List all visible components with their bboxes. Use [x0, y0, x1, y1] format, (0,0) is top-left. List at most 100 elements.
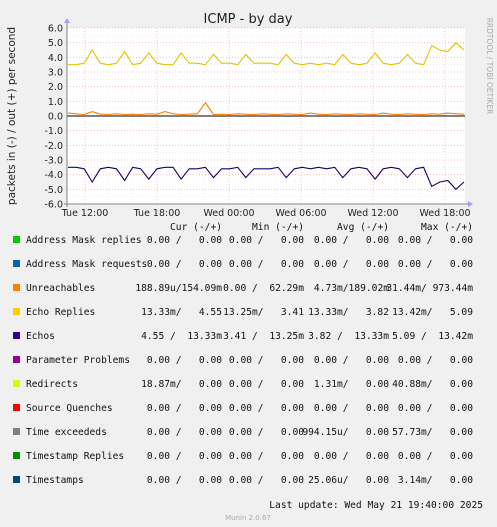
legend-value: 0.00 / 0.00: [398, 451, 473, 462]
y-tick-label: 2.0: [48, 82, 63, 93]
legend-value: 4.73m/189.02m: [314, 283, 389, 294]
legend-value: 4.55 / 13.33m: [141, 331, 222, 342]
x-tick-label: Wed 18:00: [419, 208, 470, 219]
legend-value: 13.33m/ 3.82: [308, 307, 389, 318]
legend-value: 0.00 / 0.00: [314, 259, 389, 270]
legend-value: 13.33m/ 4.55: [141, 307, 222, 318]
y-tick-label: 5.0: [48, 38, 63, 49]
y-tick-label: -5.0: [44, 185, 63, 196]
rrdtool-credit: RRDTOOL / TOBI OETIKER: [485, 18, 494, 115]
legend-value: 5.09 / 13.42m: [392, 331, 473, 342]
series-line-echos: [68, 166, 465, 191]
legend-value: 40.88m/ 0.00: [392, 379, 473, 390]
legend-name: Echo Replies: [26, 307, 95, 318]
y-tick-label: -1.0: [44, 126, 63, 137]
legend-value: 18.87m/ 0.00: [141, 379, 222, 390]
x-axis-arrow: [468, 201, 473, 207]
legend-swatch: [13, 476, 20, 483]
legend-value: 0.00 / 0.00: [398, 259, 473, 270]
legend-value: 0.00 / 0.00: [147, 235, 222, 246]
legend-value: 0.00 / 0.00: [314, 403, 389, 414]
legend-header-1: Min (-/+): [252, 222, 304, 233]
legend-name: Address Mask requests: [26, 259, 147, 270]
legend-name: Unreachables: [26, 283, 95, 294]
legend-value: 0.00 / 0.00: [229, 427, 304, 438]
legend-swatch: [13, 356, 20, 363]
legend-value: 0.00 / 0.00: [147, 451, 222, 462]
legend-value: 994.15u/ 0.00: [302, 427, 389, 438]
legend-value: 57.73m/ 0.00: [392, 427, 473, 438]
x-tick-label: Wed 00:00: [203, 208, 254, 219]
legend-value: 13.42m/ 5.09: [392, 307, 473, 318]
legend-value: 3.14m/ 0.00: [398, 475, 473, 486]
legend-value: 0.00 / 0.00: [229, 451, 304, 462]
legend-value: 0.00 / 0.00: [147, 355, 222, 366]
legend-swatch: [13, 452, 20, 459]
legend-value: 0.00 / 0.00: [398, 355, 473, 366]
legend-value: 3.82 / 13.33m: [308, 331, 389, 342]
x-tick-label: Tue 12:00: [61, 208, 109, 219]
y-tick-label: -2.0: [44, 141, 63, 152]
y-tick-label: 6.0: [48, 24, 63, 35]
legend-header-0: Cur (-/+): [170, 222, 222, 233]
legend: Cur (-/+) Min (-/+) Avg (-/+) Max (-/+) Addr…: [13, 222, 473, 486]
legend-value: 188.89u/154.09m: [135, 283, 222, 294]
legend-swatch: [13, 380, 20, 387]
y-axis-label: packets in (-) / out (+) per second: [6, 27, 18, 205]
y-axis-arrow: [64, 18, 70, 23]
series-layer: [67, 41, 465, 191]
x-tick-label: Wed 06:00: [275, 208, 326, 219]
y-tick-label: 1.0: [48, 97, 63, 108]
legend-swatch: [13, 308, 20, 315]
x-tick-label: Tue 18:00: [133, 208, 181, 219]
legend-value: 0.00 / 0.00: [147, 475, 222, 486]
legend-name: Address Mask replies: [26, 235, 142, 246]
legend-value: 0.00 / 0.00: [314, 355, 389, 366]
legend-name: Redirects: [26, 379, 78, 390]
legend-swatch: [13, 284, 20, 291]
legend-value: 0.00 / 0.00: [229, 379, 304, 390]
legend-name: Source Quenches: [26, 403, 113, 414]
chart-title: ICMP - by day: [204, 12, 293, 27]
legend-value: 0.00 / 0.00: [314, 451, 389, 462]
legend-value: 31.44m/ 973.44m: [386, 283, 473, 294]
legend-swatch: [13, 404, 20, 411]
series-line-unreachables: [67, 101, 465, 116]
series-line-echo-replies: [68, 41, 465, 66]
munin-version: Munin 2.0.67: [225, 514, 271, 522]
legend-value: 0.00 / 0.00: [229, 403, 304, 414]
y-tick-label: 3.0: [48, 68, 63, 79]
legend-value: 0.00 / 0.00: [147, 403, 222, 414]
legend-swatch: [13, 236, 20, 243]
legend-header-2: Avg (-/+): [337, 222, 389, 233]
legend-swatch: [13, 332, 20, 339]
legend-name: Parameter Problems: [26, 355, 130, 366]
legend-value: 3.41 / 13.25m: [223, 331, 304, 342]
y-tick-label: -6.0: [44, 200, 63, 211]
legend-value: 0.00 / 0.00: [398, 235, 473, 246]
legend-header-3: Max (-/+): [421, 222, 473, 233]
x-tick-label: Wed 12:00: [347, 208, 398, 219]
legend-name: Timestamps: [26, 475, 84, 486]
legend-value: 0.00 / 62.29m: [223, 283, 304, 294]
y-tick-label: 0.0: [48, 112, 63, 123]
legend-name: Echos: [26, 331, 55, 342]
legend-value: 0.00 / 0.00: [147, 259, 222, 270]
y-tick-label: -3.0: [44, 156, 63, 167]
legend-name: Time exceededs: [26, 427, 107, 438]
legend-swatch: [13, 260, 20, 267]
legend-name: Timestamp Replies: [26, 451, 124, 462]
legend-value: 0.00 / 0.00: [229, 259, 304, 270]
legend-swatch: [13, 428, 20, 435]
y-tick-label: -4.0: [44, 170, 63, 181]
legend-value: 25.06u/ 0.00: [308, 475, 389, 486]
legend-value: 0.00 / 0.00: [229, 235, 304, 246]
legend-value: 0.00 / 0.00: [229, 475, 304, 486]
legend-value: 1.31m/ 0.00: [314, 379, 389, 390]
legend-value: 0.00 / 0.00: [314, 235, 389, 246]
legend-value: 0.00 / 0.00: [229, 355, 304, 366]
axis-layer: 6.0 5.0 4.0 3.0 2.0 1.0 0.0 -1.0 -2.0 -3.0 -4.0 -5.…: [44, 18, 473, 219]
y-tick-label: 4.0: [48, 53, 63, 64]
legend-value: 0.00 / 0.00: [398, 403, 473, 414]
